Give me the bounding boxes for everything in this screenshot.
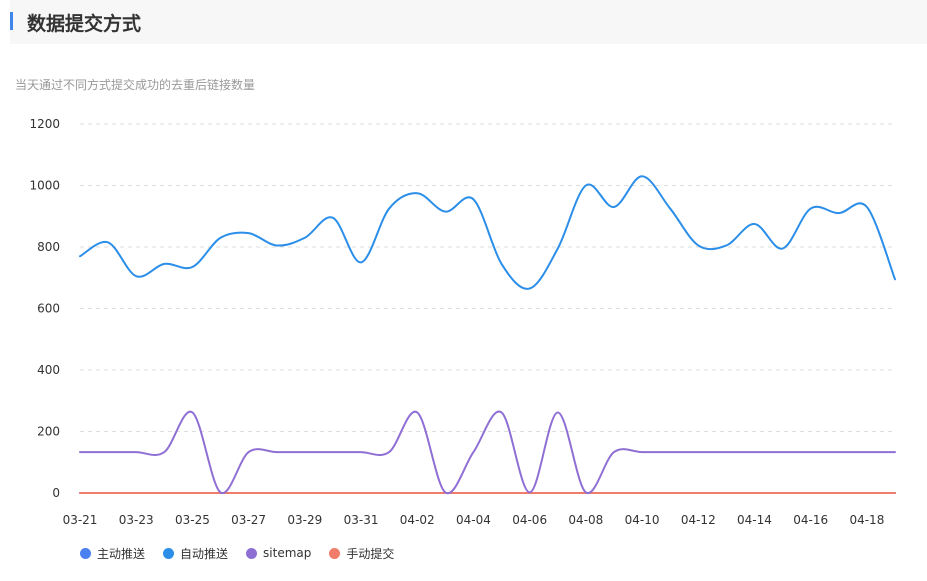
y-tick-label: 600 — [37, 302, 60, 316]
x-tick-label: 04-14 — [737, 513, 772, 527]
series-line-1 — [79, 175, 896, 290]
x-tick-label: 04-02 — [400, 513, 435, 527]
legend-marker — [246, 547, 258, 559]
legend-marker — [163, 547, 175, 559]
chart-legend: 主动推送 自动推送 sitemap 手动提交 — [80, 544, 412, 562]
x-tick-label: 04-10 — [625, 513, 660, 527]
y-tick-label: 0 — [52, 486, 60, 500]
legend-item-2[interactable]: sitemap — [246, 546, 311, 560]
legend-label: 自动推送 — [180, 546, 229, 561]
chart-subtitle: 当天通过不同方式提交成功的去重后链接数量 — [15, 78, 256, 92]
header-accent-bar — [10, 12, 13, 30]
y-tick-label: 1200 — [29, 117, 60, 131]
legend-item-1[interactable]: 自动推送 — [163, 545, 228, 562]
legend-label: sitemap — [263, 546, 312, 560]
x-tick-label: 03-31 — [344, 513, 379, 527]
x-tick-label: 03-21 — [63, 513, 98, 527]
legend-label: 主动推送 — [97, 546, 146, 561]
x-tick-label: 04-08 — [568, 513, 603, 527]
x-tick-label: 03-23 — [119, 513, 154, 527]
legend-item-0[interactable]: 主动推送 — [80, 545, 145, 562]
legend-label: 手动提交 — [346, 546, 395, 561]
x-tick-label: 04-18 — [849, 513, 884, 527]
y-tick-label: 200 — [37, 425, 60, 439]
x-tick-label: 04-12 — [681, 513, 716, 527]
section-header: 数据提交方式 — [10, 0, 927, 44]
section-title: 数据提交方式 — [27, 13, 142, 35]
x-tick-label: 04-04 — [456, 513, 491, 527]
legend-marker — [80, 547, 91, 559]
x-tick-label: 04-06 — [512, 513, 547, 527]
y-tick-label: 1000 — [29, 179, 60, 193]
legend-marker — [329, 547, 341, 559]
y-tick-label: 400 — [37, 363, 60, 377]
x-tick-label: 04-16 — [793, 513, 828, 527]
x-tick-label: 03-25 — [175, 513, 210, 527]
x-tick-label: 03-27 — [231, 513, 266, 527]
x-tick-label: 03-29 — [287, 513, 322, 527]
y-tick-label: 800 — [37, 240, 60, 254]
series-line-2 — [79, 410, 896, 495]
legend-item-3[interactable]: 手动提交 — [329, 545, 394, 562]
